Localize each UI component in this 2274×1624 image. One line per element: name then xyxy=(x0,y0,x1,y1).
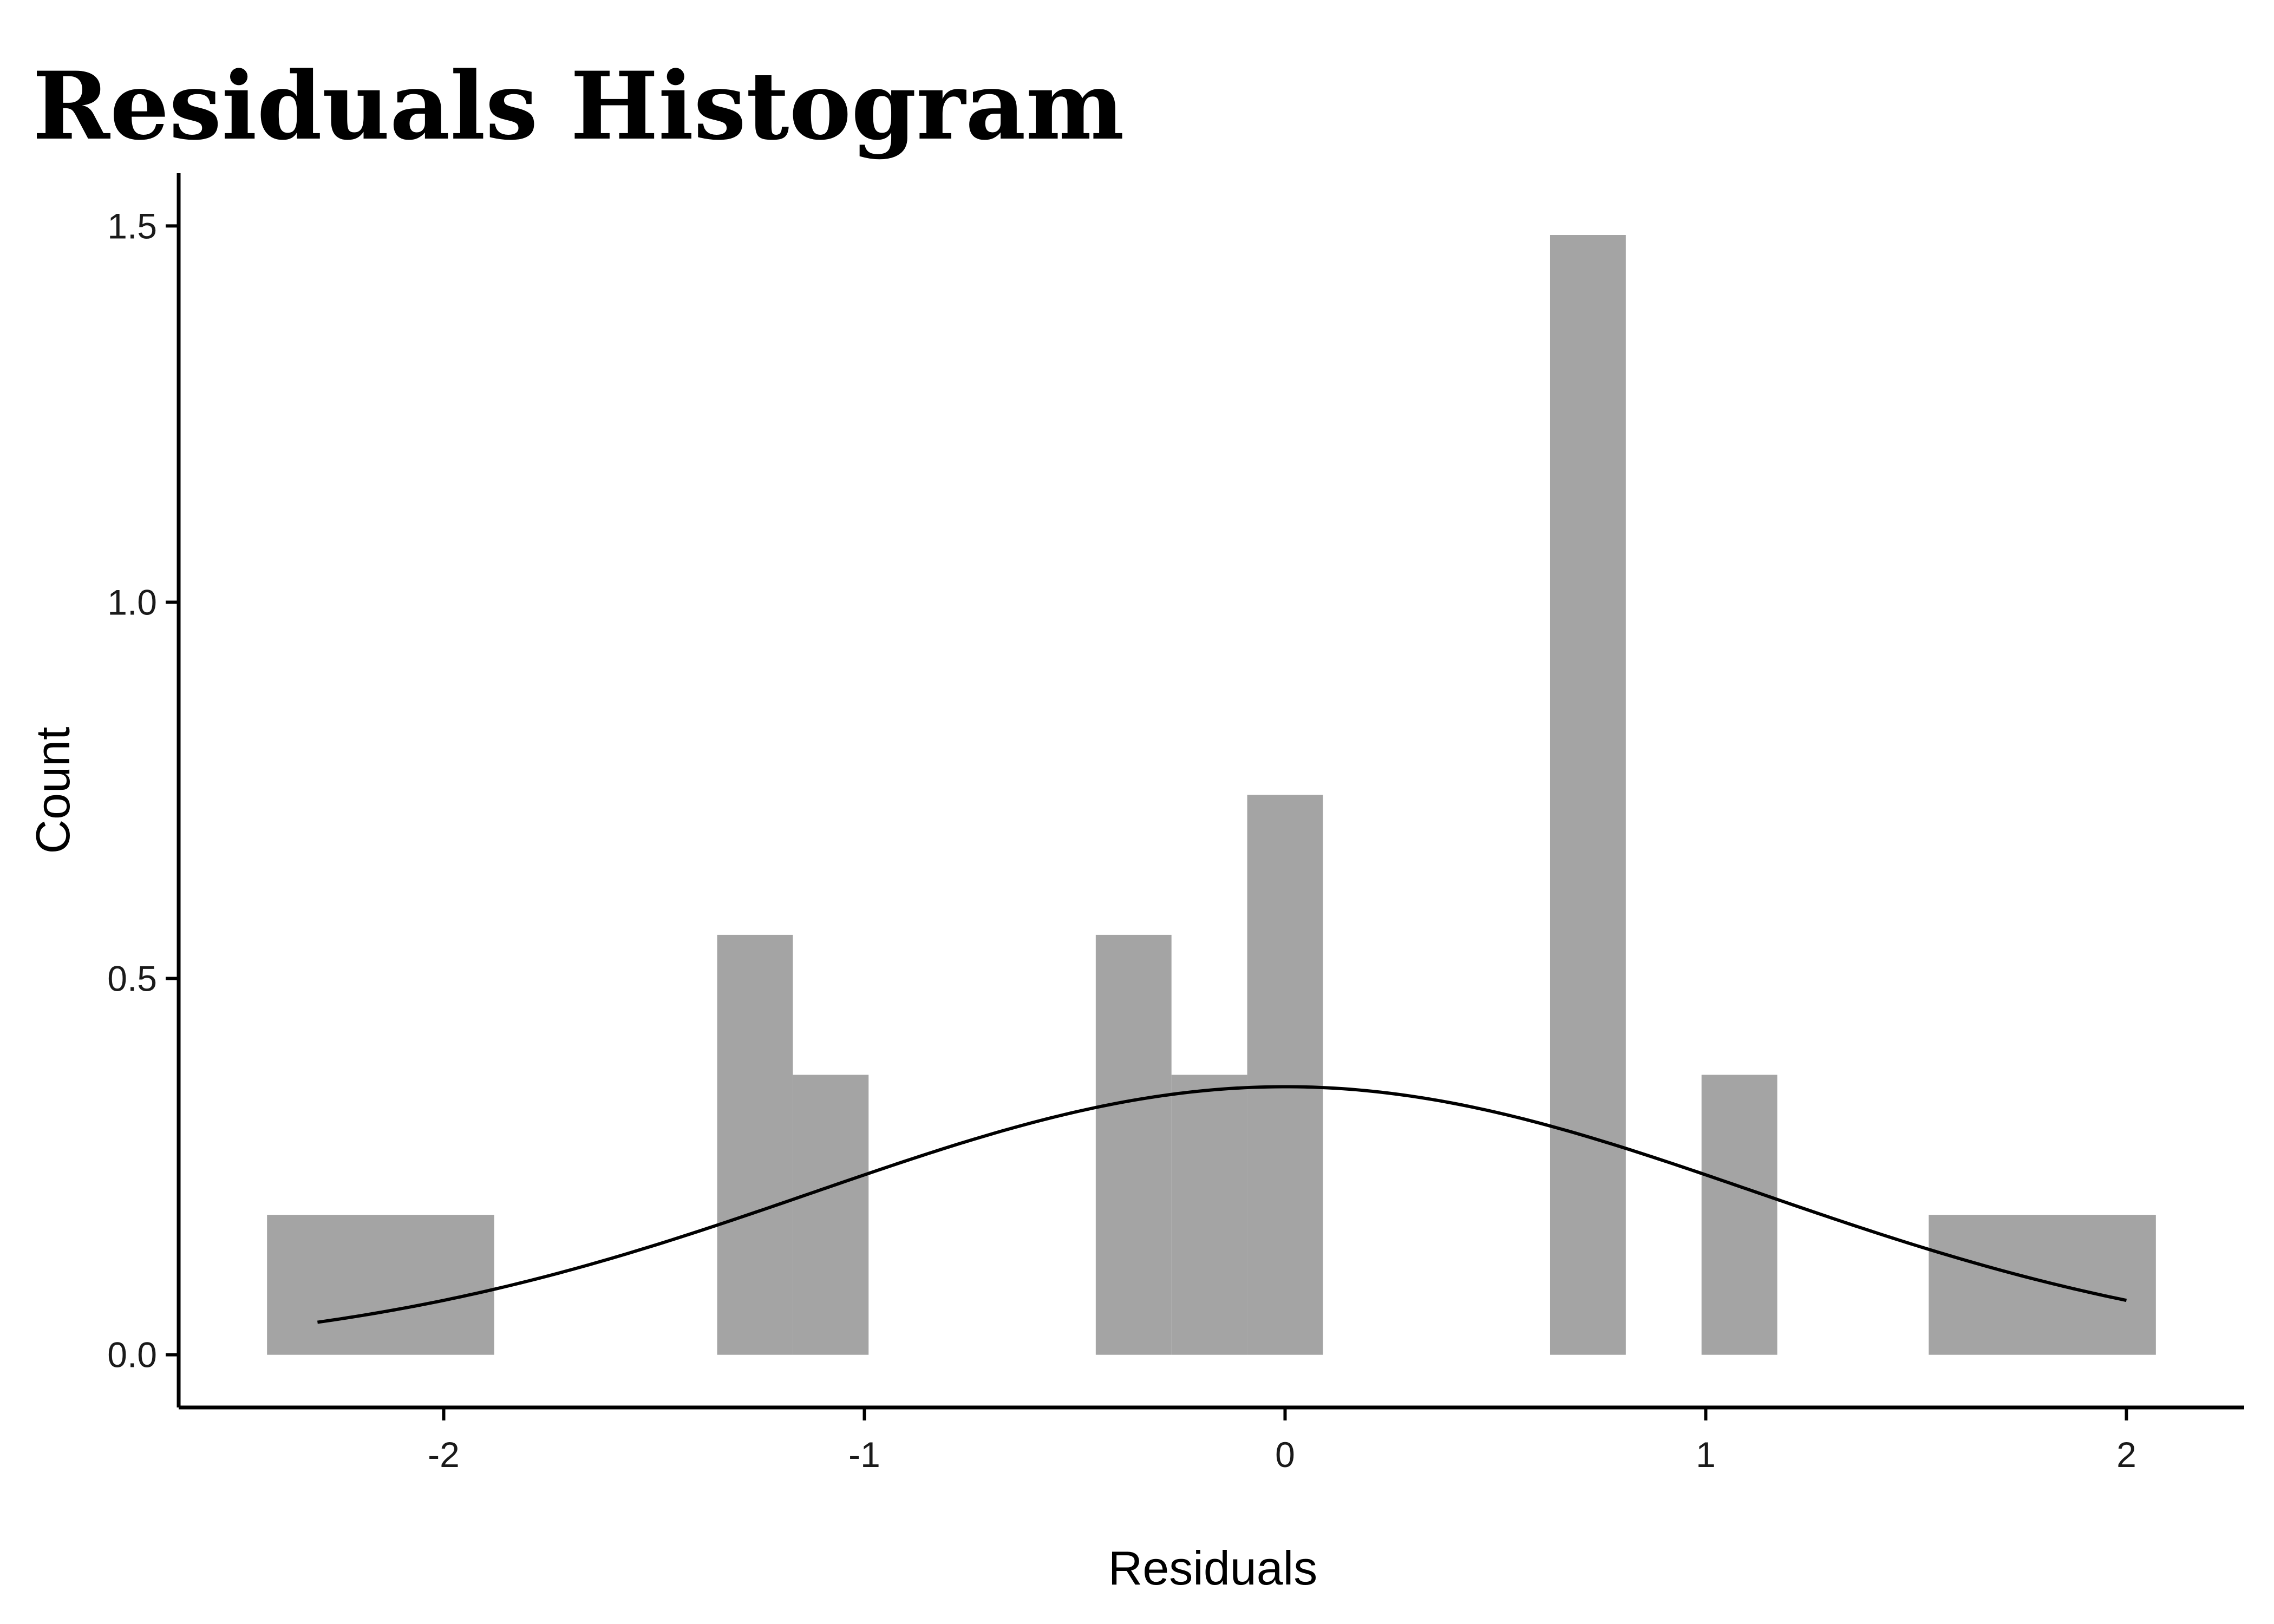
histogram-bar-8 xyxy=(1701,1075,1778,1355)
histogram-bar-1 xyxy=(267,1215,494,1355)
histogram-bar-4 xyxy=(1095,934,1172,1355)
bars-layer xyxy=(267,235,2156,1355)
histogram-bar-6 xyxy=(1247,795,1323,1355)
x-tick-label: -1 xyxy=(848,1435,880,1475)
histogram-bar-9 xyxy=(1929,1215,2156,1355)
ticks-layer: -2 -1 0 1 2 0.0 0.5 1.0 1.5 xyxy=(107,206,2136,1475)
axes-layer xyxy=(177,173,2244,1410)
density-curve xyxy=(317,1085,2127,1324)
y-tick-label: 1.5 xyxy=(107,206,157,246)
histogram-bar-2 xyxy=(717,934,793,1355)
histogram-bar-3 xyxy=(793,1075,869,1355)
y-axis-label: Count xyxy=(26,727,80,854)
x-tick-label: 2 xyxy=(2116,1435,2136,1475)
y-tick-label: 1.0 xyxy=(107,582,157,622)
x-tick-label: 1 xyxy=(1696,1435,1716,1475)
y-tick-label: 0.0 xyxy=(107,1335,157,1375)
x-tick-label: 0 xyxy=(1275,1435,1295,1475)
x-axis-label: Residuals xyxy=(1108,1541,1317,1595)
y-tick-label: 0.5 xyxy=(107,959,157,999)
curve-layer xyxy=(317,1085,2127,1324)
chart-title: Residuals Histogram xyxy=(32,51,1125,161)
histogram-bar-5 xyxy=(1171,1075,1247,1355)
histogram-bar-7 xyxy=(1550,235,1626,1355)
x-tick-label: -2 xyxy=(428,1435,460,1475)
